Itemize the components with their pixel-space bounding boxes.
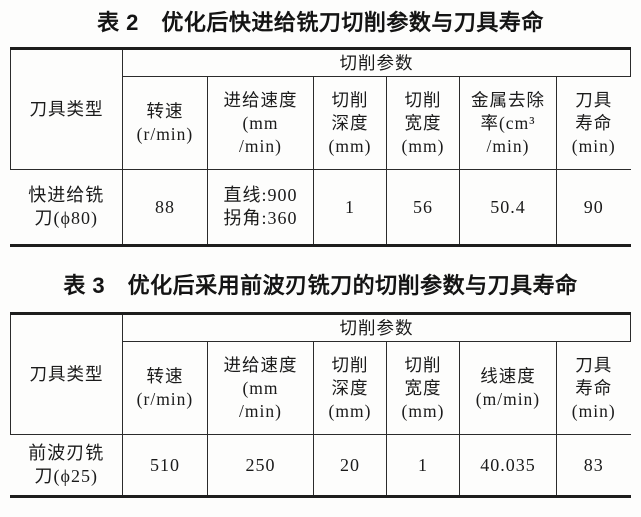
table3-header-tool-life: 刀具 寿命 (min) xyxy=(555,341,631,435)
table3-cell-cut-depth: 20 xyxy=(312,434,387,497)
table2-header-metal-removal-rate: 金属去除 率(cm³/min) xyxy=(458,76,557,170)
table2-header-feed-rate: 进给速度 (mm/min) xyxy=(206,76,314,170)
table2-cell-tool-name: 快进给铣 刀(ϕ80) xyxy=(10,169,123,246)
table2-cell-tool-life: 90 xyxy=(555,169,631,246)
table3-header-cut-depth: 切削 深度 (mm) xyxy=(312,341,387,435)
table3-cell-tool-name: 前波刃铣 刀(ϕ25) xyxy=(10,434,123,497)
table2-cell-cut-width: 56 xyxy=(385,169,460,246)
table3-cell-spindle-speed: 510 xyxy=(121,434,208,497)
table2-header-tool-life: 刀具 寿命 (min) xyxy=(555,76,631,170)
table3-header-spindle-speed: 转速 (r/min) xyxy=(121,341,208,435)
table2-header-spindle-speed: 转速 (r/min) xyxy=(121,76,208,170)
table3-subheader-row: 转速 (r/min) 进给速度 (mm/min) 切削 深度 (mm) 切削 宽度 (mm)… xyxy=(10,341,631,435)
table2-group-row: 刀具类型 切削参数 xyxy=(9,48,632,170)
table2-data-row: 快进给铣 刀(ϕ80) 88 直线:900 拐角:360 1 56 50.4 90 xyxy=(10,169,631,246)
table2-cell-metal-removal-rate: 50.4 xyxy=(458,169,557,246)
table3-cell-cut-width: 1 xyxy=(385,434,460,497)
table3-tool-type-header: 刀具类型 xyxy=(9,313,123,435)
table3-cell-linear-speed: 40.035 xyxy=(458,434,557,497)
table2-cutting-parameters: 刀具类型 切削参数 转速 (r/min) 进给速度 (mm/min) 切削 深度 (mm… xyxy=(9,47,632,247)
table3-cutting-parameters: 刀具类型 切削参数 转速 (r/min) 进给速度 (mm/min) 切削 深度 (mm… xyxy=(9,312,632,498)
table2-subheader-row: 转速 (r/min) 进给速度 (mm/min) 切削 深度 (mm) 切削 宽度 (mm)… xyxy=(10,76,631,170)
table3-header-linear-speed: 线速度 (m/min) xyxy=(458,341,557,435)
table2-tool-type-header: 刀具类型 xyxy=(9,48,123,170)
table2-header-cut-width: 切削 宽度 (mm) xyxy=(385,76,460,170)
table3-cell-tool-life: 83 xyxy=(555,434,631,497)
table3-title: 表 3 优化后采用前波刃铣刀的切削参数与刀具寿命 xyxy=(63,273,578,298)
table3-cutting-params-header: 切削参数 xyxy=(121,313,632,342)
table2-cell-spindle-speed: 88 xyxy=(121,169,208,246)
table2-cell-feed-rate: 直线:900 拐角:360 xyxy=(206,169,314,246)
table2-cutting-params-header: 切削参数 xyxy=(121,48,632,77)
table3-cell-feed-rate: 250 xyxy=(206,434,314,497)
table2-title: 表 2 优化后快进给铣刀切削参数与刀具寿命 xyxy=(97,10,544,35)
table3-group-row: 刀具类型 切削参数 xyxy=(9,313,632,435)
table3-data-row: 前波刃铣 刀(ϕ25) 510 250 20 1 40.035 83 xyxy=(10,434,631,497)
table3-header-cut-width: 切削 宽度 (mm) xyxy=(385,341,460,435)
table2-header-cut-depth: 切削 深度 (mm) xyxy=(312,76,387,170)
table3-header-feed-rate: 进给速度 (mm/min) xyxy=(206,341,314,435)
table2-cell-cut-depth: 1 xyxy=(312,169,387,246)
